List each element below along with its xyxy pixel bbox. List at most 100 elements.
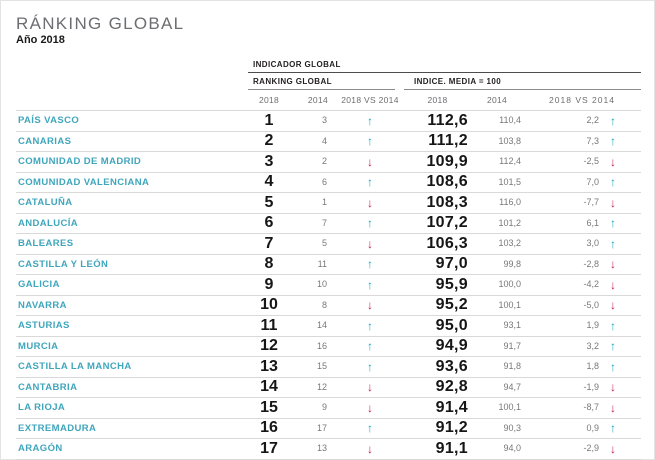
rank-2018-value: 4 [264, 173, 274, 191]
index-2018-value: 109,9 [426, 152, 468, 170]
index-trend-arrow-icon: ↓ [610, 277, 616, 292]
index-2014-value: 103,2 [498, 238, 521, 249]
year-header-row: 2018 2014 2018 VS 2014 2018 2014 2018 VS… [16, 90, 641, 110]
rank-2018-value: 5 [264, 193, 274, 211]
rank-trend-arrow-icon: ↑ [367, 257, 373, 272]
page-subtitle: Año 2018 [16, 34, 65, 46]
rank-trend-arrow-icon: ↑ [367, 318, 373, 333]
indice-vs-column-header: 2018 VS 2014 [549, 94, 615, 105]
ranking-2014-column-header: 2014 [307, 94, 328, 105]
rank-2014-value: 14 [316, 320, 327, 331]
rank-2014-value: 2 [321, 156, 327, 167]
index-2014-value: 101,5 [498, 176, 521, 187]
rank-2018-value: 3 [264, 152, 274, 170]
region-name: CANARIAS [18, 135, 72, 147]
index-trend-arrow-icon: ↓ [610, 380, 616, 395]
index-diff-value: -1,9 [583, 381, 599, 392]
index-2018-value: 108,6 [426, 173, 468, 191]
index-2018-value: 111,2 [428, 132, 468, 150]
table-row: COMUNIDAD VALENCIANA 4 6 ↑ 108,6 101,5 7… [16, 173, 641, 193]
index-trend-arrow-icon: ↓ [610, 154, 616, 169]
table-row: BALEARES 7 5 ↓ 106,3 103,2 3,0 ↑ [16, 234, 641, 255]
rank-2014-value: 6 [321, 176, 327, 187]
rank-trend-arrow-icon: ↓ [367, 400, 373, 415]
region-name: NAVARRA [18, 299, 67, 311]
rank-trend-arrow-icon: ↑ [367, 134, 373, 149]
region-name: COMUNIDAD VALENCIANA [18, 176, 150, 188]
table-row: MURCIA 12 16 ↑ 94,9 91,7 3,2 ↑ [16, 337, 641, 357]
index-trend-arrow-icon: ↑ [610, 318, 616, 333]
table-row: CANARIAS 2 4 ↑ 111,2 103,8 7,3 ↑ [16, 132, 641, 152]
index-diff-value: -2,5 [583, 156, 599, 167]
rank-trend-arrow-icon: ↓ [367, 298, 373, 313]
rank-2014-value: 16 [316, 340, 327, 351]
table-row: CASTILLA LA MANCHA 13 15 ↑ 93,6 91,8 1,8… [16, 357, 641, 378]
rank-trend-arrow-icon: ↓ [367, 195, 373, 210]
index-trend-arrow-icon: ↓ [610, 257, 616, 272]
table-row: COMUNIDAD DE MADRID 3 2 ↓ 109,9 112,4 -2… [16, 152, 641, 173]
region-name: CASTILLA Y LEÓN [18, 258, 109, 270]
region-name: ARAGÓN [18, 443, 63, 454]
index-trend-arrow-icon: ↑ [610, 339, 616, 354]
rank-2018-value: 12 [260, 337, 278, 355]
index-2018-value: 91,4 [435, 398, 468, 416]
table-row: PAÍS VASCO 1 3 ↑ 112,6 110,4 2,2 ↑ [16, 111, 641, 132]
rank-trend-arrow-icon: ↑ [367, 339, 373, 354]
table-row: ARAGÓN 17 13 ↓ 91,1 94,0 -2,9 ↓ [16, 439, 641, 460]
index-diff-value: -2,8 [583, 258, 599, 269]
rank-2014-value: 5 [321, 238, 327, 249]
index-2014-value: 110,4 [499, 115, 521, 126]
region-name: GALICIA [18, 279, 60, 290]
rank-trend-arrow-icon: ↑ [367, 421, 373, 436]
region-name: BALEARES [18, 238, 74, 249]
indice-2014-column-header: 2014 [486, 94, 508, 105]
index-trend-arrow-icon: ↑ [610, 216, 616, 231]
rank-2014-value: 1 [321, 197, 327, 208]
rank-trend-arrow-icon: ↑ [367, 113, 373, 128]
table-row: ASTURIAS 11 14 ↑ 95,0 93,1 1,9 ↑ [16, 316, 641, 337]
index-diff-value: 7,3 [586, 135, 599, 146]
index-diff-value: -4,2 [583, 279, 599, 290]
table-row: NAVARRA 10 8 ↓ 95,2 100,1 -5,0 ↓ [16, 296, 641, 316]
index-trend-arrow-icon: ↓ [610, 195, 616, 210]
index-2014-value: 94,0 [503, 443, 521, 454]
rank-trend-arrow-icon: ↑ [367, 216, 373, 231]
index-2018-value: 97,0 [435, 255, 468, 273]
index-2018-value: 95,9 [435, 275, 468, 293]
table-row: GALICIA 9 10 ↑ 95,9 100,0 -4,2 ↓ [16, 275, 641, 296]
rank-2018-value: 10 [260, 296, 278, 314]
index-2018-value: 94,9 [435, 337, 468, 355]
rank-2014-value: 8 [321, 299, 327, 310]
region-name: ANDALUCÍA [18, 217, 79, 229]
title-block: RÁNKING GLOBAL Año 2018 [16, 14, 641, 47]
rank-2014-value: 15 [316, 361, 327, 372]
index-trend-arrow-icon: ↓ [610, 400, 616, 415]
table-row: CASTILLA Y LEÓN 8 11 ↑ 97,0 99,8 -2,8 ↓ [16, 255, 641, 275]
rank-2018-value: 7 [264, 234, 274, 252]
index-diff-value: -7,7 [583, 197, 599, 208]
index-2018-value: 95,0 [435, 316, 468, 334]
rank-2014-value: 3 [321, 115, 327, 126]
rank-trend-arrow-icon: ↓ [367, 236, 373, 251]
rank-2014-value: 11 [317, 258, 327, 269]
indice-2018-column-header: 2018 [427, 94, 448, 105]
rank-2014-value: 13 [316, 443, 327, 454]
rank-trend-arrow-icon: ↓ [367, 380, 373, 395]
index-diff-value: 0,9 [586, 422, 599, 433]
rank-trend-arrow-icon: ↑ [367, 277, 373, 292]
index-2018-value: 91,1 [435, 439, 468, 457]
index-trend-arrow-icon: ↑ [610, 113, 616, 128]
index-diff-value: -2,9 [583, 443, 599, 454]
rank-2018-value: 9 [264, 275, 274, 293]
index-2014-value: 99,8 [503, 258, 521, 269]
rank-2018-value: 13 [260, 357, 278, 375]
region-name: MURCIA [18, 340, 59, 352]
rank-2014-value: 9 [321, 402, 327, 413]
table-row: CANTABRIA 14 12 ↓ 92,8 94,7 -1,9 ↓ [16, 378, 641, 398]
ranking-section-label: RANKING GLOBAL [248, 77, 395, 90]
index-2014-value: 100,0 [498, 279, 521, 290]
index-2018-value: 107,2 [426, 214, 468, 232]
index-2014-value: 93,1 [503, 320, 521, 331]
rank-2018-value: 11 [260, 316, 278, 334]
